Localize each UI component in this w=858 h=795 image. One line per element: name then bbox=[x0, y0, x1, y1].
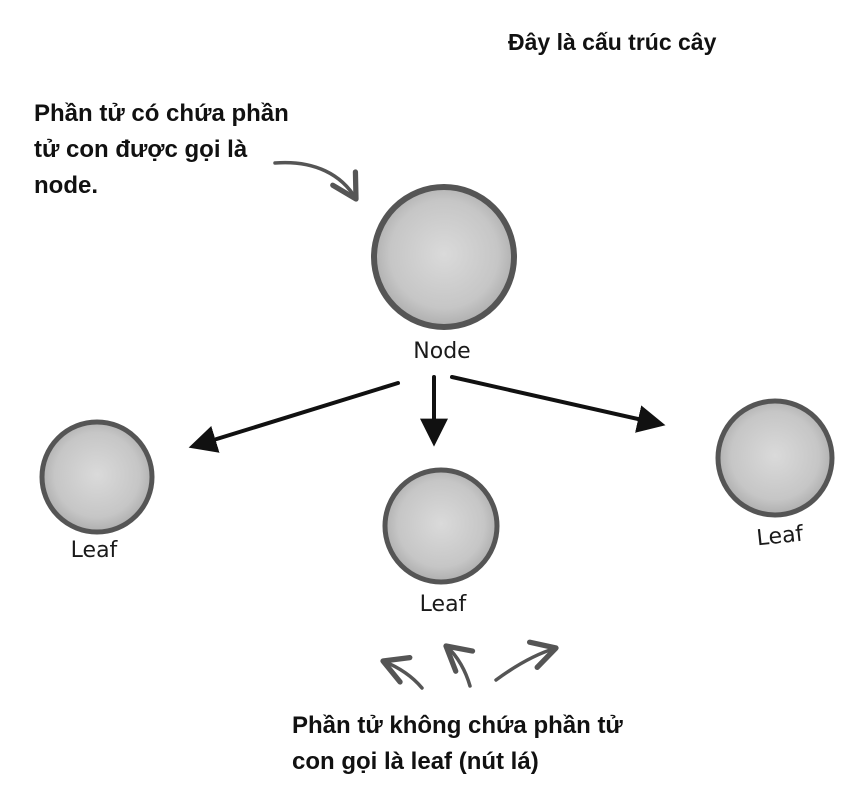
edge-to-left-leaf bbox=[188, 381, 400, 453]
node-note-pointer bbox=[273, 160, 359, 202]
leaf-pointer-middle bbox=[443, 643, 476, 688]
leaf-node-right-label: Leaf bbox=[755, 522, 805, 552]
leaf-node-left: Leaf bbox=[39, 419, 155, 563]
edge-to-right-leaf bbox=[450, 375, 666, 433]
root-node: Node bbox=[371, 184, 517, 364]
leaf-node-middle-label: Leaf bbox=[420, 592, 468, 617]
diagram-title: Đây là cấu trúc cây bbox=[508, 29, 717, 55]
node-annotation: Phần tử có chứa phần tử con được gọi là … bbox=[34, 100, 289, 199]
leaf-node-left-label: Leaf bbox=[71, 538, 119, 563]
leaf-pointer-right bbox=[494, 639, 559, 682]
root-node-label: Node bbox=[413, 339, 470, 364]
leaf-node-middle: Leaf bbox=[382, 467, 500, 617]
tree-edges bbox=[188, 375, 666, 453]
leaf-pointer-left bbox=[380, 654, 424, 690]
leaf-annotation: Phần tử không chứa phần tử con gọi là le… bbox=[292, 712, 623, 775]
leaf-note-pointers bbox=[380, 639, 559, 690]
leaf-node-right: Leaf bbox=[715, 398, 835, 552]
